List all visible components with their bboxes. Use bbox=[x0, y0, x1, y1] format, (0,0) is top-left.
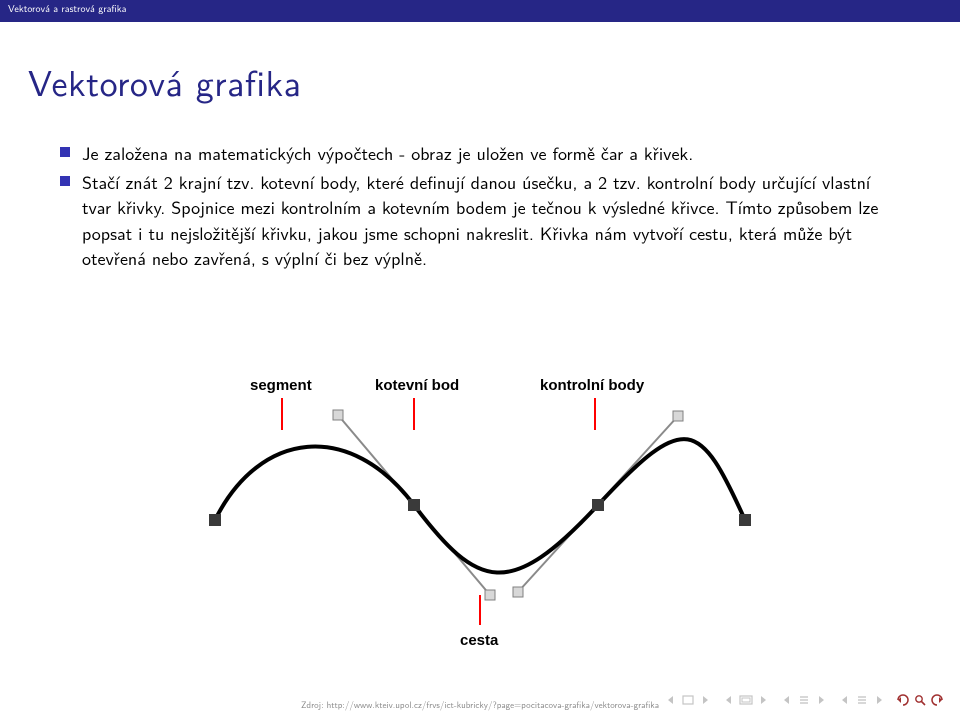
control-point bbox=[485, 590, 495, 600]
bullet-text: Stačí znát 2 krajní tzv. kotevní body, k… bbox=[82, 168, 878, 271]
section-header: Vektorová a rastrová grafika bbox=[0, 0, 960, 22]
nav-prev-sub-a-icon[interactable] bbox=[780, 693, 794, 707]
nav-control-group bbox=[896, 693, 944, 707]
control-point bbox=[333, 410, 343, 420]
section-title: Vektorová a rastrová grafika bbox=[8, 1, 127, 16]
nav-prev-frame-icon[interactable] bbox=[722, 693, 736, 707]
bullet-icon bbox=[60, 176, 70, 186]
list-item: Je založena na matematických výpočtech -… bbox=[60, 140, 900, 165]
nav-next-sub-a-icon[interactable] bbox=[814, 693, 828, 707]
nav-frame-icon[interactable] bbox=[739, 693, 753, 707]
source-text: Zdroj: http://www.kteiv.upol.cz/frvs/ict… bbox=[301, 698, 659, 711]
label-segment: segment bbox=[250, 377, 312, 394]
bullet-icon bbox=[60, 147, 70, 157]
nav-frame-group bbox=[722, 693, 770, 707]
anchor-point bbox=[209, 514, 221, 526]
beamer-nav bbox=[664, 693, 944, 707]
nav-slide-icon[interactable] bbox=[681, 693, 695, 707]
anchor-point bbox=[739, 514, 751, 526]
bezier-path bbox=[215, 439, 745, 572]
bullet-text: Je založena na matematických výpočtech -… bbox=[82, 139, 693, 166]
nav-lines-b-icon[interactable] bbox=[855, 693, 869, 707]
nav-sub-b-group bbox=[838, 693, 886, 707]
nav-back-icon[interactable] bbox=[896, 693, 910, 707]
bezier-diagram: segment kotevní bod kontrolní body cesta bbox=[0, 370, 960, 665]
anchor-point bbox=[408, 499, 420, 511]
nav-prev-sub-b-icon[interactable] bbox=[838, 693, 852, 707]
content-area: Je založena na matematických výpočtech -… bbox=[60, 140, 900, 274]
nav-forward-icon[interactable] bbox=[930, 693, 944, 707]
nav-next-slide-icon[interactable] bbox=[698, 693, 712, 707]
nav-sub-a-group bbox=[780, 693, 828, 707]
label-control: kontrolní body bbox=[540, 377, 645, 394]
nav-lines-a-icon[interactable] bbox=[797, 693, 811, 707]
slide-title: Vektorová grafika bbox=[28, 55, 932, 108]
nav-next-frame-icon[interactable] bbox=[756, 693, 770, 707]
nav-next-sub-b-icon[interactable] bbox=[872, 693, 886, 707]
control-point bbox=[673, 411, 683, 421]
nav-slide-group bbox=[664, 693, 712, 707]
label-anchor: kotevní bod bbox=[375, 377, 459, 394]
nav-search-icon[interactable] bbox=[913, 693, 927, 707]
control-point bbox=[513, 587, 523, 597]
anchor-point bbox=[592, 499, 604, 511]
nav-prev-slide-icon[interactable] bbox=[664, 693, 678, 707]
label-path: cesta bbox=[460, 632, 499, 649]
title-block: Vektorová grafika bbox=[0, 55, 960, 138]
list-item: Stačí znát 2 krajní tzv. kotevní body, k… bbox=[60, 169, 900, 270]
